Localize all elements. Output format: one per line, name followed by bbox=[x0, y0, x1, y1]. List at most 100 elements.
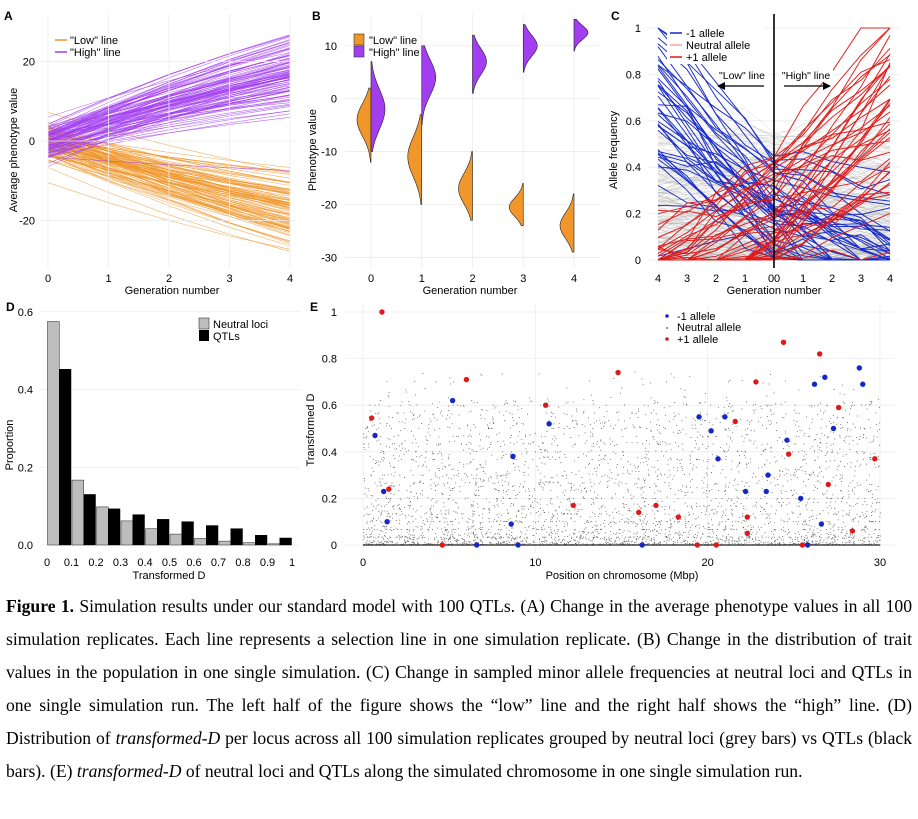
panel-a-ylabel: Average phenotype value bbox=[8, 88, 20, 213]
panel-c-neutral-line bbox=[657, 109, 775, 155]
panel-b-xtick: 0 bbox=[368, 273, 374, 285]
panel-e-point-minus bbox=[856, 365, 863, 371]
panel-e-point-minus bbox=[384, 519, 390, 525]
panel-e-point-plus bbox=[872, 456, 878, 462]
panel-c-legend-plus: +1 allele bbox=[686, 52, 727, 64]
panel-e-point-plus bbox=[653, 502, 659, 509]
panel-c-qtl-line bbox=[773, 84, 891, 169]
panel-c-neutral-line bbox=[657, 217, 775, 248]
panel-c-neutral-line bbox=[657, 216, 775, 244]
panel-c-neutral-line bbox=[657, 222, 775, 241]
panel-c-qtl-line bbox=[657, 179, 775, 215]
panel-c-direction-labels: "Low" line "High" line bbox=[717, 68, 833, 90]
panel-c-neutral-line bbox=[773, 165, 891, 184]
panel-c-ytick: 0.8 bbox=[626, 69, 641, 81]
panel-e-point-plus bbox=[780, 339, 787, 345]
panel-d-bar-neutral bbox=[47, 321, 60, 546]
panel-e-point-plus bbox=[713, 542, 719, 548]
panel-d-bar-neutral bbox=[169, 533, 182, 546]
panel-e-ytick: 0.4 bbox=[322, 447, 337, 459]
panel-e-point-minus bbox=[830, 425, 837, 432]
panel-c-neutral-line bbox=[657, 151, 775, 197]
panel-d-ytick: 0.2 bbox=[18, 462, 33, 474]
panel-c-neutral-line bbox=[773, 140, 891, 171]
panel-a: A 20 0 -20 0 1 2 3 4 Average phenotype value Ge… bbox=[4, 9, 296, 297]
panel-c-neutral-line bbox=[657, 135, 775, 146]
panel-b-ytick: -10 bbox=[321, 147, 337, 159]
panel-c-qtl-line bbox=[773, 179, 891, 206]
panel-e-point-plus bbox=[825, 481, 831, 488]
caption-label: Figure 1. bbox=[6, 596, 75, 616]
panel-c-neutral-line bbox=[773, 248, 891, 261]
panel-c-neutral-line bbox=[657, 231, 775, 247]
panel-c-qtl-line bbox=[773, 170, 891, 261]
panel-e-grid bbox=[345, 305, 895, 552]
panel-e-point-minus bbox=[372, 432, 378, 439]
panel-b-legend: "Low" line "High" line bbox=[353, 33, 420, 59]
panel-e-point-minus bbox=[380, 488, 387, 495]
panel-c-xtick: 3 bbox=[684, 273, 690, 285]
panel-c-qtl-line bbox=[773, 132, 891, 232]
panel-e-point-plus bbox=[570, 502, 576, 509]
panel-c-qtl-line bbox=[773, 140, 891, 183]
panel-c-neutral-line bbox=[773, 174, 891, 182]
panel-c-qtl-line bbox=[657, 213, 775, 261]
panel-e-point-minus bbox=[722, 414, 728, 420]
panel-c-neutral-line bbox=[657, 216, 775, 231]
panel-c-neutral-line bbox=[773, 132, 891, 140]
panel-c-qtl-line bbox=[657, 84, 775, 208]
panel-e-point-minus bbox=[546, 421, 552, 427]
panel-d-xtick: 0 bbox=[44, 557, 50, 569]
panel-d-bar-neutral bbox=[120, 520, 133, 546]
panel-b-violin-low bbox=[508, 182, 524, 227]
panel-b-violins bbox=[356, 18, 589, 253]
panel-c-neutral-line bbox=[657, 133, 775, 152]
panel-e-point-plus bbox=[368, 415, 375, 421]
panel-e-point-minus bbox=[508, 521, 514, 527]
panel-c-neutral-line bbox=[657, 181, 775, 215]
panel-c-qtl-line bbox=[773, 213, 891, 261]
panel-e-point-minus bbox=[639, 542, 645, 548]
panel-c-qtl-line bbox=[773, 249, 891, 261]
panel-b-letter: B bbox=[312, 9, 321, 23]
panel-c-neutral-line bbox=[657, 187, 775, 204]
panel-d-xtick: 1 bbox=[289, 557, 295, 569]
panel-d-ytick: 0.0 bbox=[18, 540, 33, 552]
panel-b-xtick: 3 bbox=[520, 273, 526, 285]
panel-e-xlabel: Position on chromosome (Mbp) bbox=[546, 570, 699, 582]
panel-c-letter: C bbox=[611, 9, 620, 23]
panel-c-legend: -1 allele Neutral allele +1 allele bbox=[667, 26, 763, 64]
panel-b-violin-low bbox=[407, 114, 423, 205]
panel-c-neutral-line bbox=[657, 137, 775, 157]
panel-c-neutral-line bbox=[657, 142, 775, 165]
panel-b-legend-low: "Low" line bbox=[369, 35, 417, 47]
panel-d-bar-qtl bbox=[59, 369, 72, 546]
panel-c-neutral-line bbox=[773, 142, 891, 150]
panel-e-point-minus bbox=[765, 472, 771, 478]
panel-c-neutral-line bbox=[657, 211, 775, 258]
panel-d-bar-neutral bbox=[96, 506, 109, 546]
panel-c-xtick: 2 bbox=[829, 273, 835, 285]
panel-a-letter: A bbox=[4, 9, 13, 23]
panel-c-neutral-line bbox=[773, 112, 891, 136]
panel-e-point-minus bbox=[742, 488, 749, 495]
figure-caption: Figure 1. Simulation results under our s… bbox=[6, 590, 912, 788]
panel-c-ytick: 0.2 bbox=[626, 209, 641, 221]
panel-d-xtick: 0.1 bbox=[64, 557, 79, 569]
panel-c-neutral-line bbox=[773, 200, 891, 231]
caption-italic-1: transformed-D bbox=[115, 728, 221, 748]
panel-d-xtick: 0.6 bbox=[186, 557, 201, 569]
caption-text-3: of neutral loci and QTLs along the simul… bbox=[181, 761, 803, 781]
panel-e-ytick: 0.8 bbox=[322, 354, 337, 366]
panel-a-xlabel: Generation number bbox=[125, 285, 220, 297]
panel-e-point-plus bbox=[744, 530, 751, 537]
panel-a-xtick: 0 bbox=[45, 273, 51, 285]
panel-c: C 10.80.60.40.204 3 2 1 0 0 1 2 3 4 Allele freque… bbox=[608, 9, 900, 297]
panel-e-point-minus bbox=[474, 542, 480, 548]
panel-d-bar-neutral bbox=[267, 543, 280, 546]
panel-b-ytick: 10 bbox=[325, 41, 337, 53]
panel-c-qtl-line bbox=[773, 166, 891, 245]
panel-c-legend-minus: -1 allele bbox=[686, 28, 725, 40]
panel-c-neutral-line bbox=[657, 174, 775, 206]
panel-d-ylabel: Proportion bbox=[4, 420, 16, 471]
